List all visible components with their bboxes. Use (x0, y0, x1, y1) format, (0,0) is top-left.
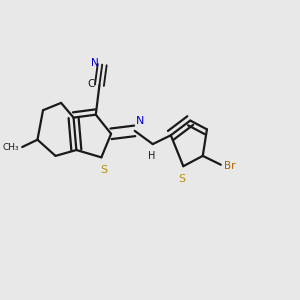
Text: CH₃: CH₃ (3, 142, 20, 152)
Text: S: S (178, 174, 185, 184)
Text: N: N (136, 116, 145, 126)
Text: N: N (91, 58, 99, 68)
Text: Br: Br (224, 161, 235, 171)
Text: H: H (148, 152, 155, 161)
Text: S: S (100, 165, 108, 175)
Text: C: C (88, 79, 95, 89)
